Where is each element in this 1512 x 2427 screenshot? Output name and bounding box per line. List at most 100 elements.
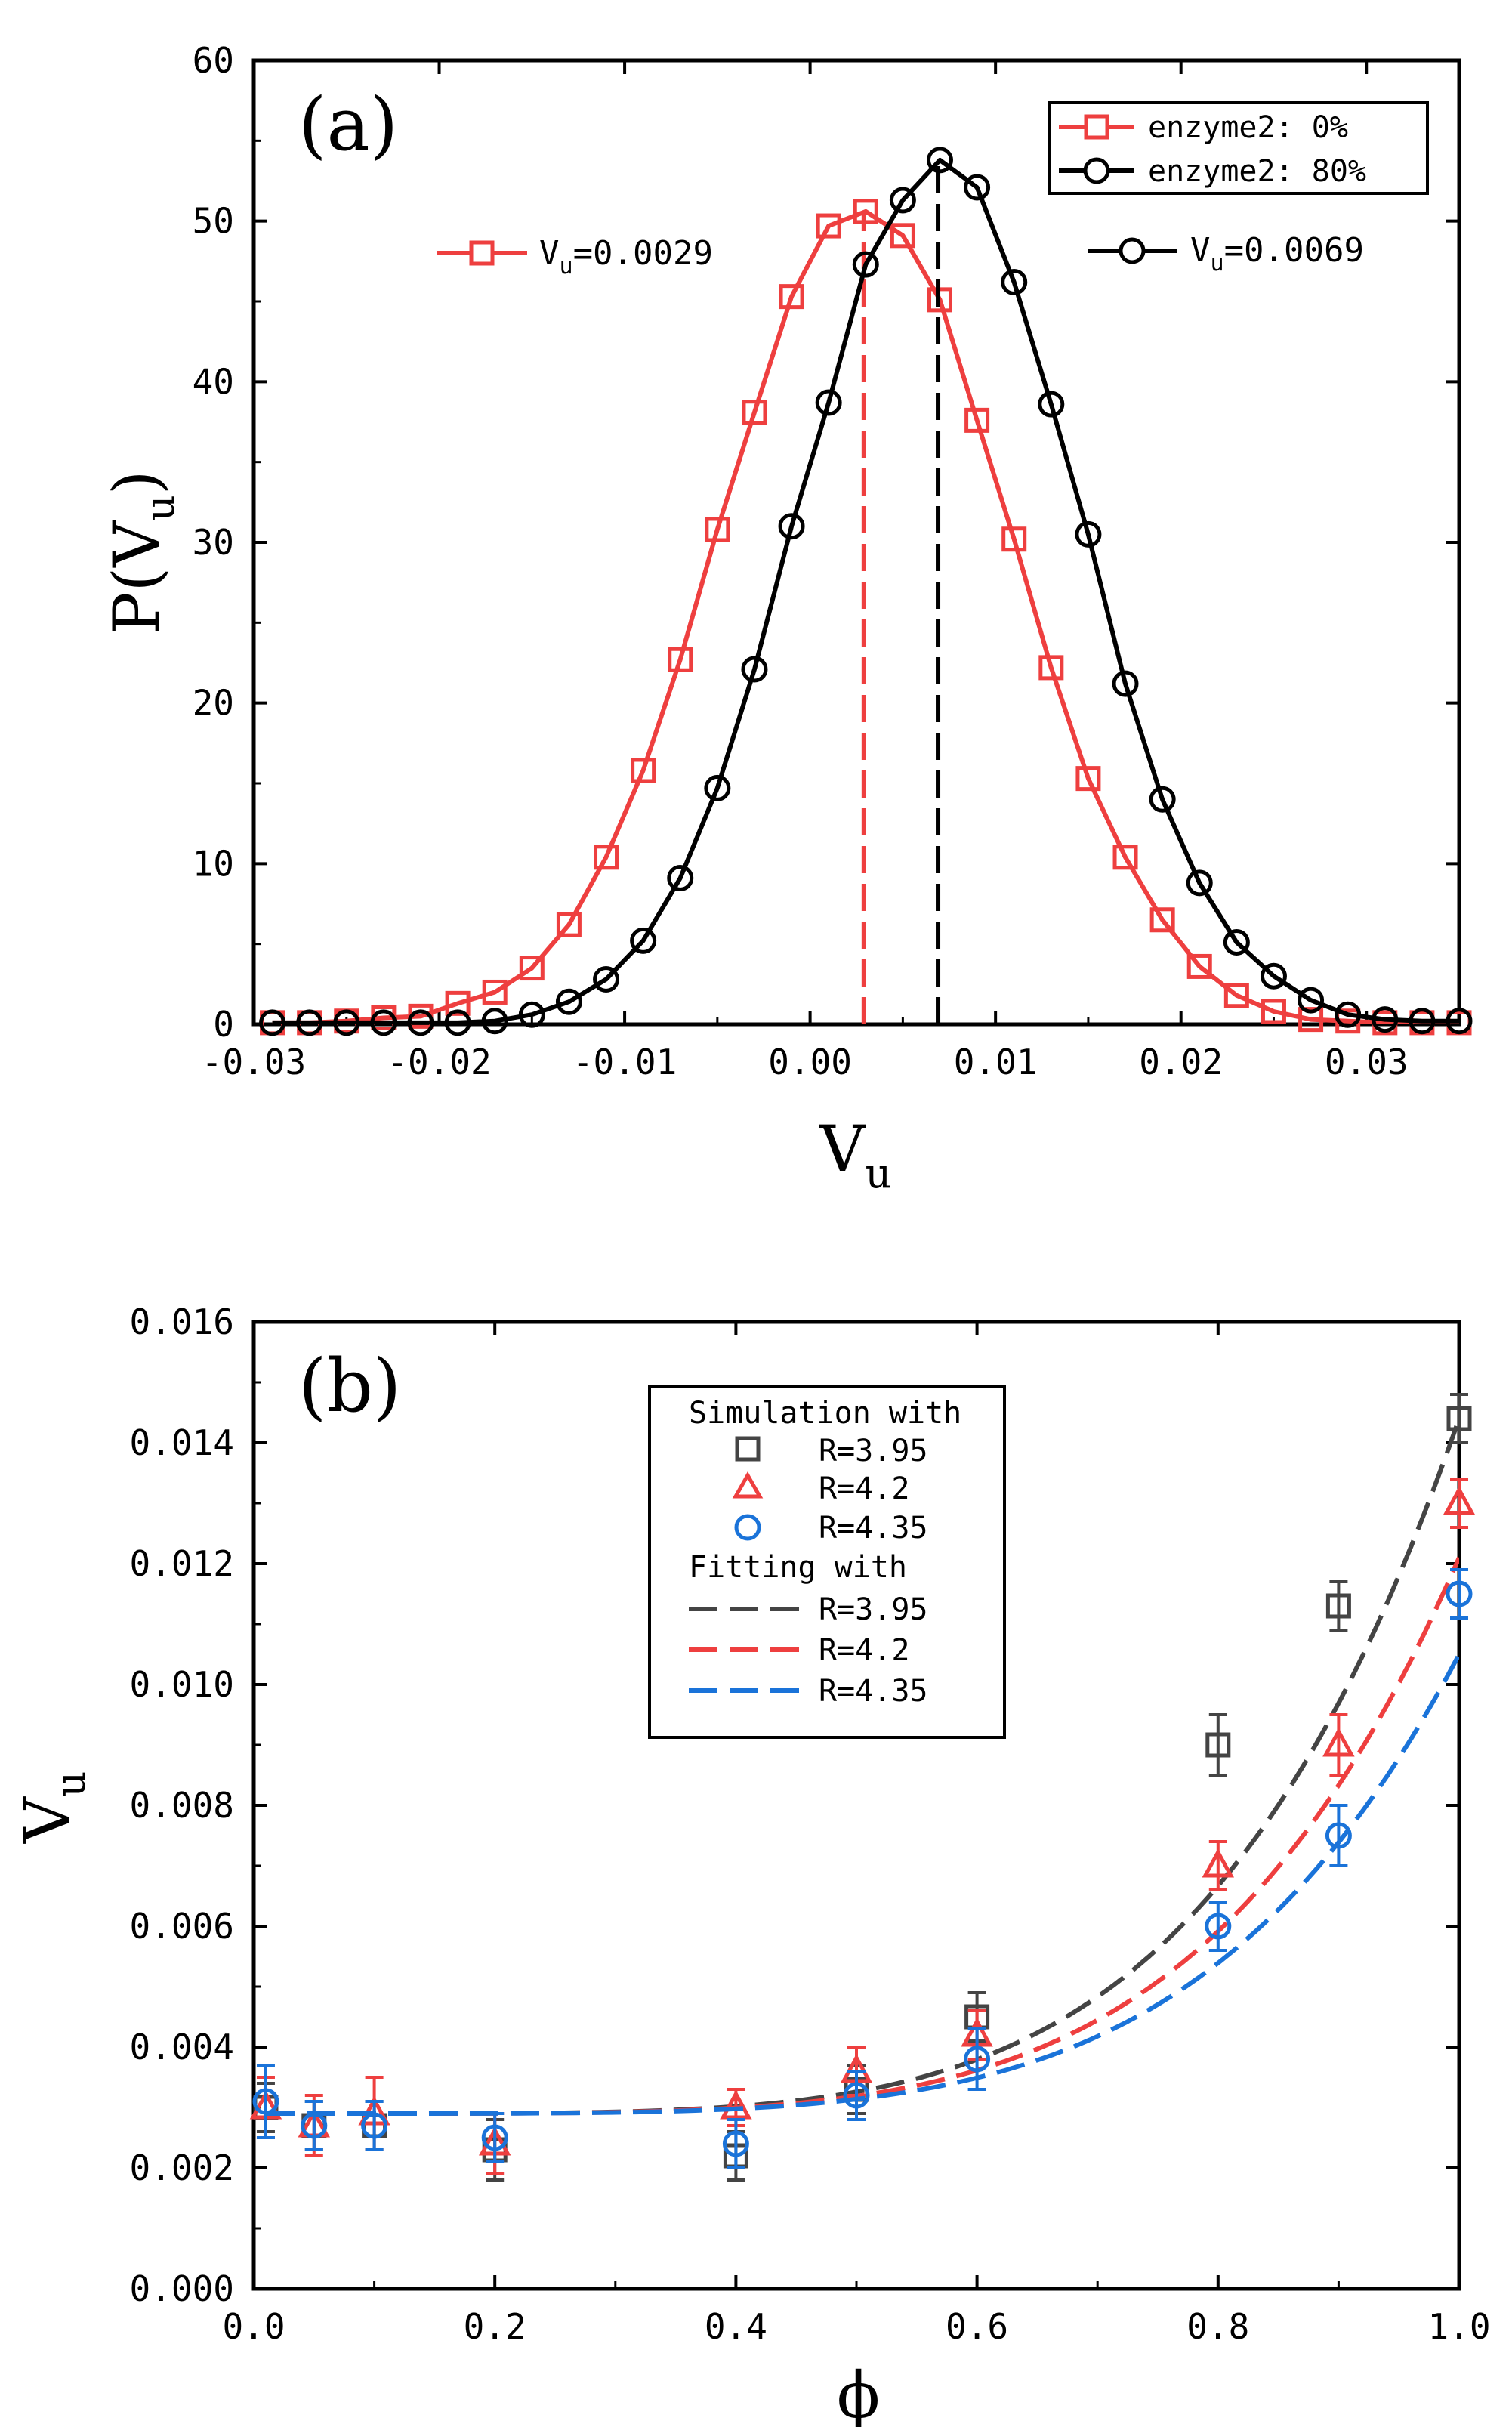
data-point-2 [1325, 1822, 1352, 1849]
data-point-1 [1149, 786, 1176, 813]
fit-curve-2 [266, 1653, 1459, 2116]
panel-b-y-tick-label: 0.006 [130, 1906, 234, 1947]
annotation-sub-0: u [560, 253, 573, 279]
legend-fit-label-2: R=4.35 [819, 1674, 928, 1709]
panel-b-y-tick-label: 0.004 [130, 2027, 234, 2067]
panel-b-y-axis-title-sub: u [47, 1771, 94, 1798]
panel-b-y-tick-label: 0.010 [130, 1664, 234, 1705]
data-point-0 [816, 213, 841, 239]
data-point-1 [1372, 1006, 1399, 1033]
legend-sim-marker-square [735, 1436, 761, 1462]
data-point-2 [843, 2082, 870, 2109]
data-point-0 [631, 758, 656, 783]
data-point-1 [407, 1009, 434, 1036]
data-point-2 [252, 2088, 279, 2115]
legend-sim-marker-triangle [732, 1471, 764, 1499]
data-point-0 [1205, 1732, 1231, 1758]
data-point-1 [1202, 1848, 1235, 1878]
panel-a-x-tick-label: -0.02 [387, 1042, 491, 1082]
data-point-1 [1112, 670, 1139, 697]
panel-a-x-tick-label: 0.03 [1325, 1042, 1409, 1082]
panel-a-label: (a) [298, 82, 398, 167]
panel-b-ticks: 0.0 0.2 0.4 0.6 0.8 1.0 0.000 0.002 0.004 0.006 0.… [130, 1302, 1491, 2347]
panel-a-x-axis-title-main: V [819, 1112, 866, 1186]
data-point-0 [1446, 1406, 1472, 1431]
data-point-1 [370, 1009, 397, 1036]
data-point-1 [964, 174, 991, 201]
data-point-2 [964, 2046, 991, 2073]
annotation-marker-circle [1119, 237, 1146, 264]
panel-b: 0.0 0.2 0.4 0.6 0.8 1.0 0.000 0.002 0.004 0.006 0.… [11, 1302, 1491, 2427]
fit-curve-0 [266, 1417, 1459, 2116]
data-point-1 [518, 1001, 545, 1028]
data-point-1 [555, 988, 582, 1015]
data-point-1 [444, 1009, 471, 1036]
data-point-0 [594, 845, 619, 870]
data-point-1 [1298, 987, 1325, 1014]
data-point-1 [815, 389, 842, 416]
legend-sim-marker-circle [734, 1514, 761, 1541]
panel-a-x-tick-label: 0.00 [768, 1042, 852, 1082]
legend-marker-square [1084, 114, 1109, 140]
panel-a-y-axis-title-close: ) [100, 470, 174, 495]
data-point-2 [481, 2124, 508, 2151]
data-point-0 [890, 223, 915, 249]
data-point-1 [296, 1009, 323, 1036]
legend-label-enzyme2-0: enzyme2: 0% [1148, 110, 1348, 145]
data-point-1 [1186, 869, 1213, 897]
annotation-marker-square [469, 240, 495, 266]
data-point-1 [1409, 1008, 1436, 1035]
data-point-1 [852, 251, 879, 278]
panel-b-x-tick-label: 0.6 [946, 2306, 1008, 2347]
data-point-0 [1075, 766, 1101, 792]
data-point-1 [889, 187, 916, 214]
legend-sim-title: Simulation with [689, 1396, 961, 1431]
legend-sim-label-0: R=3.95 [819, 1434, 928, 1468]
data-point-0 [705, 517, 730, 542]
panel-b-y-tick-label: 0.012 [130, 1543, 234, 1584]
annotation-text-0: Vu=0.0029 [539, 234, 713, 279]
panel-a-y-tick-label: 60 [193, 40, 234, 81]
legend-fit-title: Fitting with [689, 1550, 907, 1585]
data-point-1 [741, 656, 768, 683]
panel-b-x-tick-label: 0.4 [705, 2306, 767, 2347]
data-point-1 [1443, 1485, 1476, 1515]
panel-b-series [249, 1393, 1476, 2182]
data-point-1 [1335, 1001, 1362, 1028]
data-point-2 [1205, 1913, 1232, 1940]
panel-a-series [259, 147, 1473, 1036]
data-point-0 [1149, 907, 1175, 933]
data-point-0 [1001, 526, 1027, 552]
data-point-0 [1223, 983, 1249, 1008]
data-point-0 [668, 647, 693, 672]
panel-b-y-tick-label: 0.014 [130, 1422, 234, 1463]
data-point-1 [1322, 1727, 1355, 1757]
data-point-1 [667, 864, 694, 891]
data-point-0 [1261, 999, 1286, 1024]
legend-label-enzyme2-80: enzyme2: 80% [1148, 154, 1366, 189]
data-point-1 [1038, 391, 1065, 418]
panel-a-y-axis-title: P(Vu) [100, 470, 184, 635]
legend-sim-label-1: R=4.2 [819, 1471, 909, 1506]
data-point-1 [333, 1009, 360, 1036]
annotation-text-1: Vu=0.0069 [1190, 231, 1364, 276]
panel-b-y-axis-title-main: V [11, 1796, 85, 1844]
panel-a-y-tick-label: 50 [193, 201, 234, 242]
annotation-value-1: =0.0069 [1224, 231, 1364, 270]
data-point-1 [481, 1008, 508, 1035]
data-point-1 [778, 513, 805, 540]
panel-a-y-axis-title-sub: u [136, 495, 184, 521]
data-point-1 [1446, 1008, 1473, 1035]
annotation-sub-1: u [1211, 250, 1224, 276]
data-point-1 [1075, 520, 1102, 548]
annotation-prefix-1: V [1190, 231, 1211, 270]
data-point-1 [1001, 268, 1028, 295]
data-point-1 [259, 1009, 286, 1036]
panel-a-x-axis-title: Vu [819, 1112, 891, 1197]
legend-fit-label-1: R=4.2 [819, 1633, 909, 1668]
legend-sim-label-2: R=4.35 [819, 1511, 928, 1545]
panel-a-ticks: -0.03 -0.02 -0.01 0.00 0.01 0.02 0.03 0 10 20 30 40… [193, 40, 1459, 1082]
legend-marker-circle [1083, 157, 1110, 184]
data-point-0 [742, 400, 767, 425]
